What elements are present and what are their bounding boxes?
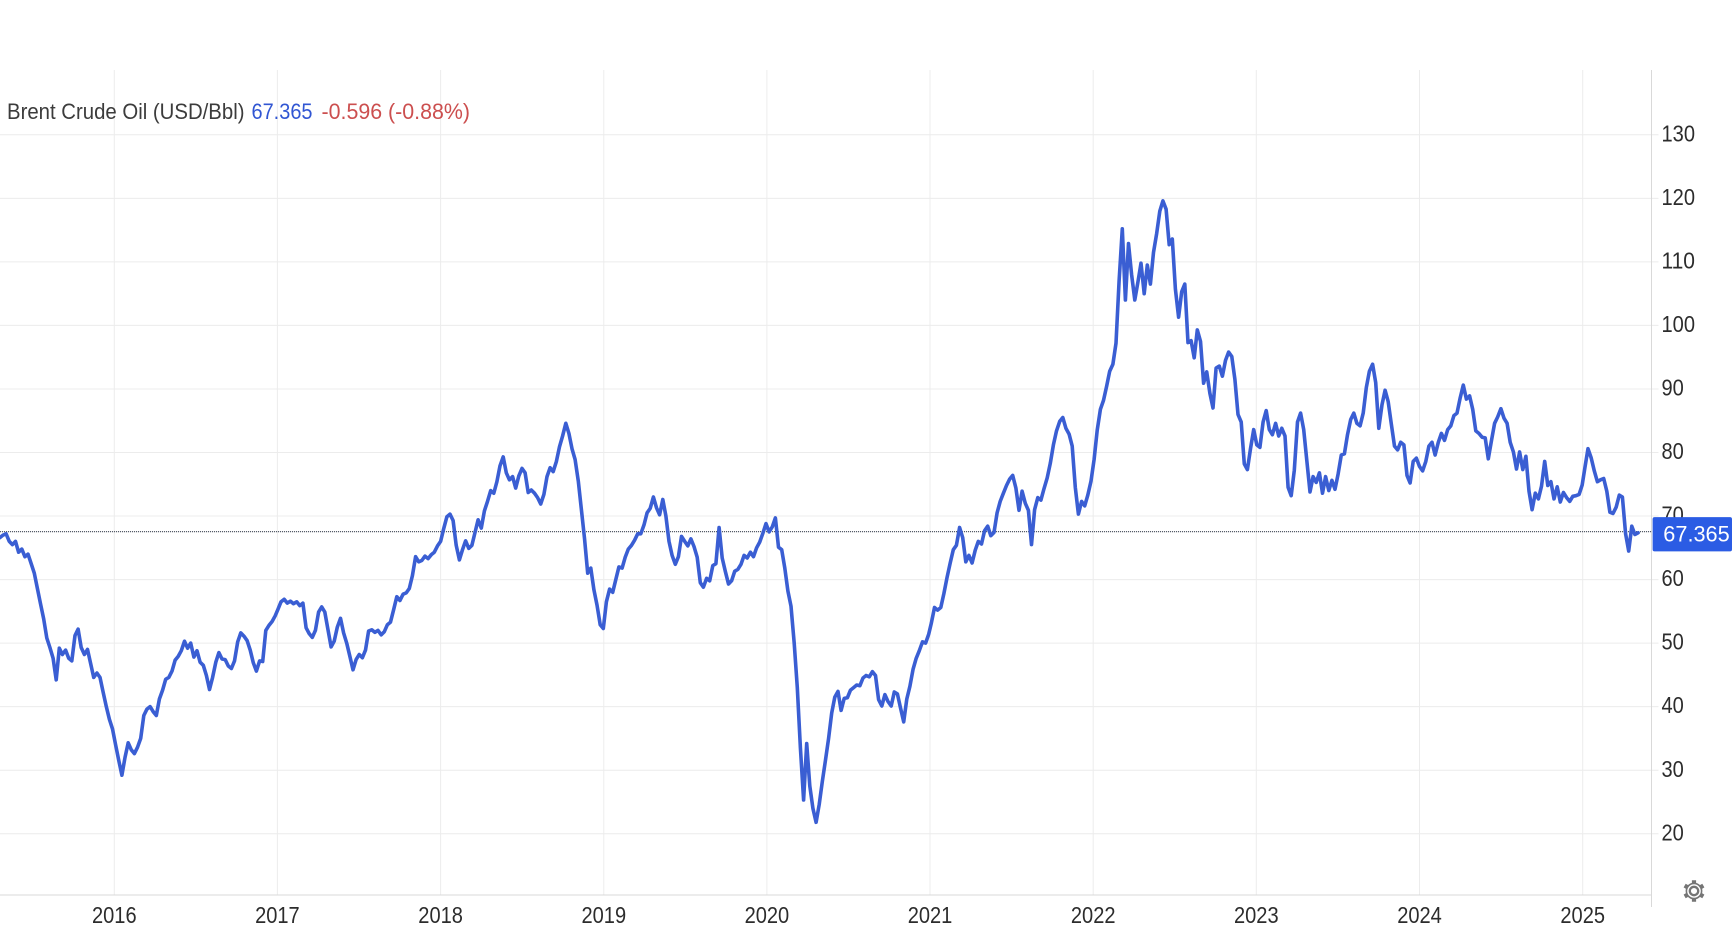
svg-text:2025: 2025: [1560, 902, 1605, 928]
svg-text:80: 80: [1662, 438, 1684, 464]
svg-text:2023: 2023: [1234, 902, 1279, 928]
svg-text:2017: 2017: [255, 902, 300, 928]
svg-text:67.365: 67.365: [1663, 521, 1729, 546]
svg-text:2018: 2018: [418, 902, 463, 928]
svg-text:2019: 2019: [582, 902, 627, 928]
svg-text:20: 20: [1662, 819, 1684, 845]
svg-text:2020: 2020: [745, 902, 790, 928]
svg-text:130: 130: [1662, 120, 1696, 146]
svg-text:-0.596 (-0.88%): -0.596 (-0.88%): [322, 99, 471, 124]
svg-text:2016: 2016: [92, 902, 137, 928]
svg-text:90: 90: [1662, 375, 1684, 401]
svg-text:100: 100: [1662, 311, 1696, 337]
svg-text:30: 30: [1662, 756, 1684, 782]
svg-text:60: 60: [1662, 565, 1684, 591]
svg-text:50: 50: [1662, 629, 1684, 655]
svg-text:2022: 2022: [1071, 902, 1116, 928]
svg-text:Brent Crude Oil (USD/Bbl): Brent Crude Oil (USD/Bbl): [7, 99, 245, 124]
svg-text:120: 120: [1662, 184, 1696, 210]
svg-text:40: 40: [1662, 692, 1684, 718]
svg-text:110: 110: [1662, 248, 1696, 274]
svg-text:67.365: 67.365: [252, 99, 313, 124]
svg-text:2024: 2024: [1397, 902, 1442, 928]
svg-text:2021: 2021: [908, 902, 953, 928]
